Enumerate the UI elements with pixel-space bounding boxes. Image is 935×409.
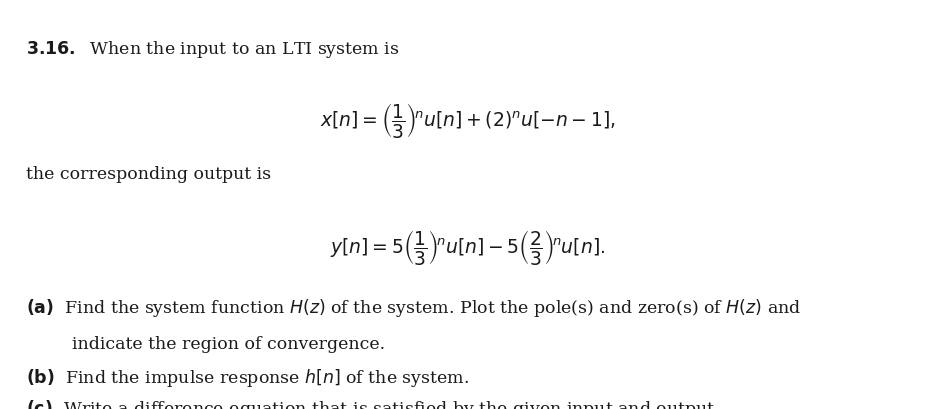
Text: $x[n] = \left(\dfrac{1}{3}\right)^{\!n} u[n] + (2)^n u[-n-1],$: $x[n] = \left(\dfrac{1}{3}\right)^{\!n} … [320, 101, 615, 139]
Text: $\mathbf{(c)}$  Write a difference equation that is satisfied by the given input: $\mathbf{(c)}$ Write a difference equati… [26, 397, 719, 409]
Text: $y[n] = 5\left(\dfrac{1}{3}\right)^{\!n} u[n] - 5\left(\dfrac{2}{3}\right)^{\!n}: $y[n] = 5\left(\dfrac{1}{3}\right)^{\!n}… [330, 227, 605, 267]
Text: $\mathbf{3.16.}$  When the input to an LTI system is: $\mathbf{3.16.}$ When the input to an LT… [26, 39, 399, 60]
Text: $\mathbf{(a)}$  Find the system function $H(z)$ of the system. Plot the pole(s) : $\mathbf{(a)}$ Find the system function … [26, 297, 801, 319]
Text: the corresponding output is: the corresponding output is [26, 166, 271, 183]
Text: indicate the region of convergence.: indicate the region of convergence. [72, 335, 385, 352]
Text: $\mathbf{(b)}$  Find the impulse response $h[n]$ of the system.: $\mathbf{(b)}$ Find the impulse response… [26, 366, 469, 388]
